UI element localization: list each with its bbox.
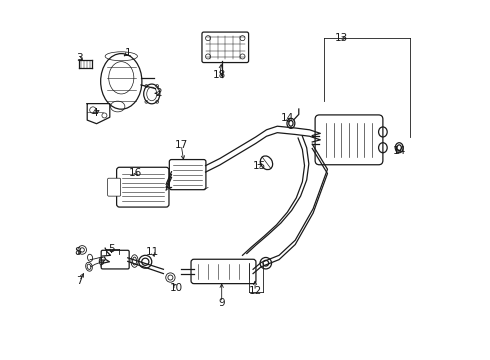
Text: 17: 17 <box>174 140 188 150</box>
Text: 14: 14 <box>392 146 406 156</box>
Text: 9: 9 <box>219 298 225 308</box>
FancyBboxPatch shape <box>191 259 256 284</box>
Text: 5: 5 <box>108 244 115 254</box>
Text: 3: 3 <box>76 53 83 63</box>
Text: 1: 1 <box>125 48 132 58</box>
Text: 6: 6 <box>98 257 104 267</box>
Text: 14: 14 <box>281 113 294 123</box>
Text: 16: 16 <box>129 168 142 178</box>
Text: 10: 10 <box>171 283 183 293</box>
FancyBboxPatch shape <box>117 167 169 207</box>
Text: 2: 2 <box>155 88 162 98</box>
FancyBboxPatch shape <box>202 32 248 63</box>
FancyBboxPatch shape <box>101 250 129 269</box>
Text: 12: 12 <box>248 286 262 296</box>
Text: 13: 13 <box>335 33 348 43</box>
FancyBboxPatch shape <box>108 178 121 196</box>
Text: 4: 4 <box>92 108 98 118</box>
Text: 7: 7 <box>76 276 83 286</box>
Text: 18: 18 <box>213 70 226 80</box>
Text: 15: 15 <box>253 161 266 171</box>
FancyBboxPatch shape <box>170 159 206 190</box>
Text: 11: 11 <box>146 247 159 257</box>
Text: 8: 8 <box>74 247 81 257</box>
FancyBboxPatch shape <box>315 115 383 165</box>
